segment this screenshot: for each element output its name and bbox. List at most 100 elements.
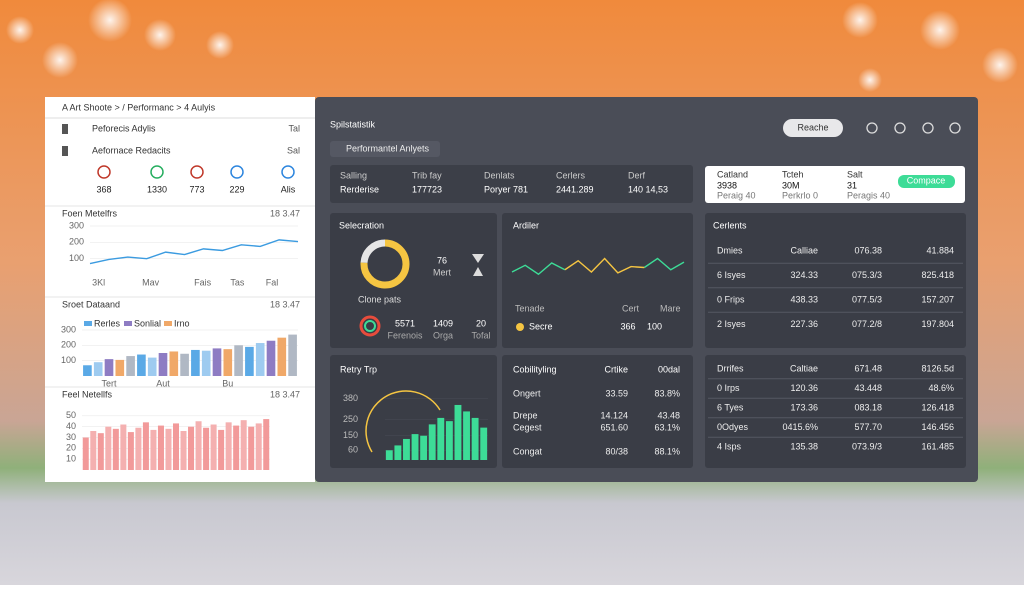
y-tick-label: 200: [61, 340, 76, 350]
table-cell: 63.1%: [654, 422, 680, 432]
bar: [454, 404, 462, 460]
table-cell: 0Odyes: [717, 422, 749, 432]
summary-value: 30M: [782, 180, 800, 190]
chart-note: 18 3.47: [270, 299, 300, 309]
mini-ring: [359, 315, 381, 337]
donut-value: 76: [437, 255, 447, 265]
nav-item: Aefornace Redacits: [92, 145, 171, 155]
x-tick-label: Fal: [266, 277, 279, 287]
summary-sub: Peragis 40: [847, 190, 890, 200]
table-cell: 14.124: [600, 410, 628, 420]
summary-button[interactable]: [898, 175, 955, 188]
summary-card: [705, 166, 965, 203]
card-title: Cobilityling: [513, 364, 557, 374]
card: [502, 355, 693, 468]
table-cell: 6 Tyes: [717, 402, 744, 412]
dropdown[interactable]: [330, 141, 440, 157]
bar: [201, 350, 211, 376]
stat-value: 1330: [147, 184, 167, 194]
legend-label: Irno: [174, 318, 190, 328]
table-cell: 083.18: [854, 402, 882, 412]
kpi-label: Cerlers: [556, 170, 586, 180]
table-cell: 173.36: [790, 402, 818, 412]
kpi-value: 2441.289: [556, 184, 594, 194]
card-title: Ardiler: [513, 220, 539, 230]
nav-icon: [62, 146, 68, 156]
bar: [90, 431, 97, 470]
table-cell: 146.456: [921, 422, 954, 432]
decor-arc: [365, 390, 441, 453]
kpi-label: Salling: [340, 170, 367, 180]
stat-icon: [97, 165, 111, 179]
legend-dot: [516, 323, 524, 331]
donut-segment: [360, 239, 386, 264]
table-cell: Drepe: [513, 410, 538, 420]
legend-label: Sonlial: [134, 318, 161, 328]
bar: [135, 427, 142, 470]
kpi-value: 177723: [412, 184, 442, 194]
bar: [120, 424, 127, 470]
y-tick-label: 250: [343, 414, 358, 424]
legend-swatch: [84, 321, 92, 326]
bar: [288, 334, 297, 376]
y-tick-label: 300: [69, 220, 84, 230]
table-cell: Congat: [513, 446, 543, 456]
table-cell: 2 Isyes: [717, 319, 746, 329]
y-tick-label: 100: [61, 355, 76, 365]
toolbar-icon[interactable]: [922, 122, 934, 134]
table-cell: 077.2/8: [852, 319, 882, 329]
nav-icon: [62, 124, 68, 134]
summary-label: Tcteh: [782, 169, 804, 179]
bar: [255, 343, 265, 376]
bar: [191, 349, 200, 376]
bar: [105, 426, 112, 470]
legend-label: Rerles: [94, 318, 121, 328]
summary-button-label: Compace: [907, 175, 946, 185]
table-cell: 135.38: [790, 441, 818, 451]
table-cell: 825.418: [921, 270, 954, 280]
line-series: [89, 239, 299, 265]
nav-tag: Tal: [288, 123, 300, 133]
toolbar-icon[interactable]: [894, 122, 906, 134]
table-cell: Drrifes: [717, 363, 744, 373]
bar: [157, 425, 164, 470]
bar: [240, 420, 247, 470]
x-tick-label: 3Kl: [92, 277, 105, 287]
toolbar-icon[interactable]: [949, 122, 961, 134]
bar: [180, 353, 189, 376]
card-subtitle: Clone pats: [358, 294, 402, 304]
bar: [394, 445, 402, 460]
arrow-icon: [473, 267, 483, 276]
table-cell: 0415.6%: [782, 422, 818, 432]
kpi-value: Poryer 781: [484, 184, 528, 194]
table-cell: 0 Irps: [717, 383, 740, 393]
table-cell: Dmies: [717, 245, 743, 255]
button[interactable]: [783, 119, 843, 137]
card: [705, 355, 966, 468]
table-cell: 4 Isps: [717, 441, 742, 451]
chart-title: Foen Metelfrs: [62, 208, 118, 218]
x-tick-label: Aut: [156, 378, 170, 388]
dropdown-label: Performantel Anlyets: [346, 143, 430, 153]
bar: [210, 424, 217, 470]
table-cell: 33.59: [605, 388, 628, 398]
nav-tag: Sal: [287, 145, 300, 155]
summary-sub: Perkrlo 0: [782, 190, 818, 200]
bar: [180, 431, 187, 470]
legend-label: Secre: [529, 321, 553, 331]
line-series: [511, 257, 685, 276]
bar: [142, 422, 149, 470]
bar: [112, 428, 119, 470]
nav-item: Peforecis Adylis: [92, 123, 156, 133]
legend-swatch: [124, 321, 132, 326]
bar: [93, 362, 103, 376]
toolbar-icon[interactable]: [866, 122, 878, 134]
table-cell: Cegest: [513, 422, 542, 432]
stat-value: 229: [229, 184, 244, 194]
bar: [150, 429, 157, 470]
y-tick-label: 380: [343, 393, 358, 403]
bar: [218, 429, 225, 470]
table-cell: 80/38: [605, 446, 628, 456]
bar: [203, 427, 210, 470]
